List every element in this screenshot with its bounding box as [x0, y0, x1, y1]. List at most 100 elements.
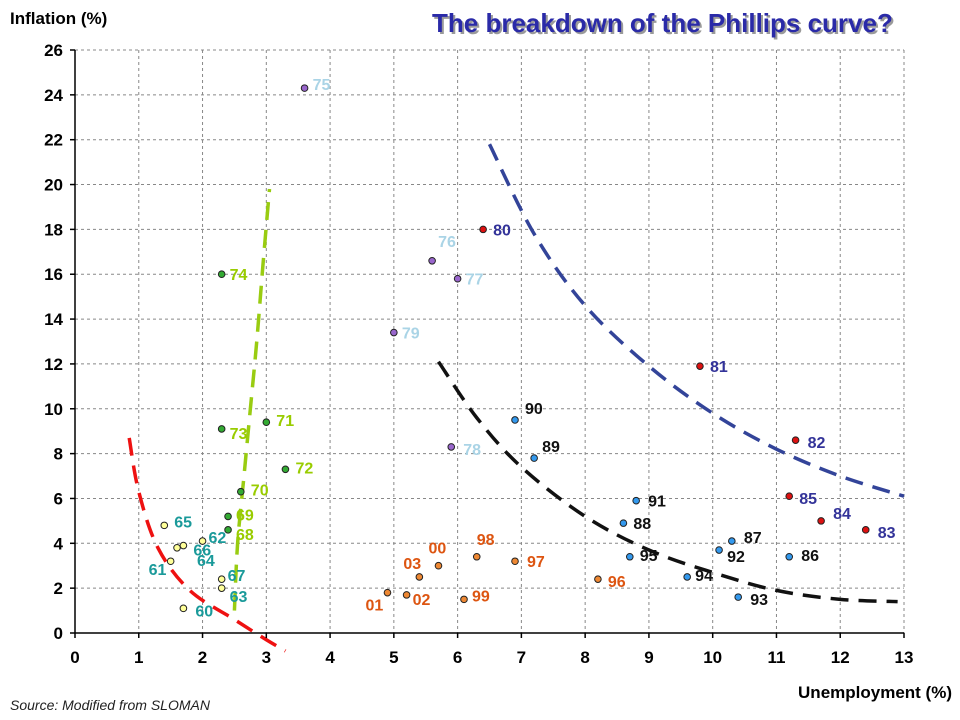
point-label-69: 69 — [236, 507, 254, 524]
y-tick-label: 4 — [54, 534, 64, 553]
data-point-69 — [224, 512, 232, 521]
x-tick-label: 8 — [580, 648, 589, 667]
x-tick-label: 11 — [767, 648, 785, 667]
y-tick-label: 14 — [44, 310, 63, 329]
data-point-81 — [696, 362, 704, 370]
data-point-98 — [472, 552, 481, 561]
point-label-62: 62 — [209, 530, 227, 547]
data-point-86 — [785, 552, 794, 561]
data-point-84 — [817, 517, 825, 525]
data-point-62 — [198, 537, 207, 545]
point-label-03: 03 — [403, 556, 421, 573]
point-label-00: 00 — [428, 541, 446, 558]
y-tick-label: 20 — [44, 176, 63, 195]
x-tick-label: 12 — [831, 648, 850, 667]
point-label-63: 63 — [230, 589, 248, 606]
data-point-74 — [217, 270, 226, 279]
data-point-72 — [281, 465, 290, 474]
phillips-curve-line — [437, 360, 898, 604]
point-label-75: 75 — [313, 77, 331, 94]
x-tick-label: 13 — [895, 648, 914, 667]
data-point-78 — [447, 443, 456, 451]
data-point-92 — [715, 546, 723, 554]
y-tick-label: 24 — [44, 86, 63, 105]
data-point-97 — [511, 557, 519, 566]
point-label-79: 79 — [402, 326, 420, 343]
point-label-98: 98 — [477, 532, 495, 549]
axes — [70, 49, 905, 638]
point-label-71: 71 — [276, 413, 294, 430]
phillips-curve-line — [232, 188, 272, 611]
data-point-63 — [217, 584, 226, 592]
x-tick-label: 5 — [389, 648, 398, 667]
data-point-00 — [434, 561, 443, 570]
data-point-79 — [390, 328, 398, 337]
data-point-71 — [262, 418, 271, 427]
data-point-01 — [383, 588, 392, 597]
data-point-02 — [402, 591, 411, 599]
y-tick-label: 16 — [44, 265, 63, 284]
data-point-60 — [179, 604, 188, 613]
y-tick-label: 0 — [54, 624, 63, 643]
gridlines — [75, 49, 905, 633]
x-tick-label: 4 — [325, 648, 335, 667]
x-tick-label: 9 — [644, 648, 653, 667]
point-label-94: 94 — [695, 568, 713, 585]
point-label-67: 67 — [228, 568, 246, 585]
x-axis-label: Unemployment (%) — [798, 683, 952, 702]
point-label-99: 99 — [472, 588, 490, 605]
point-label-86: 86 — [801, 548, 819, 565]
data-point-85 — [785, 492, 794, 501]
data-point-94 — [683, 573, 691, 581]
point-label-78: 78 — [463, 442, 481, 459]
data-point-64 — [173, 543, 181, 552]
point-label-85: 85 — [799, 491, 817, 508]
data-point-89 — [530, 454, 538, 462]
point-label-70: 70 — [251, 483, 269, 500]
point-label-73: 73 — [230, 426, 248, 443]
chart-title: The breakdown of the Phillips curve? — [432, 8, 893, 38]
point-label-90: 90 — [525, 401, 543, 418]
point-label-87: 87 — [744, 530, 762, 547]
x-tick-labels: 0 1 2 3 4 5 6 7 8 9 10 11 12 13 — [70, 648, 913, 667]
data-point-99 — [460, 595, 468, 604]
point-label-89: 89 — [542, 439, 560, 456]
data-point-95 — [625, 552, 634, 561]
data-point-90 — [511, 416, 519, 424]
phillips-curve-line — [487, 143, 905, 498]
point-label-81: 81 — [710, 359, 728, 376]
data-points — [160, 84, 870, 613]
point-label-60: 60 — [195, 603, 213, 620]
data-point-67 — [217, 575, 226, 583]
data-point-03 — [415, 573, 424, 581]
x-tick-label: 3 — [262, 648, 271, 667]
point-label-66: 66 — [193, 543, 211, 560]
point-label-80: 80 — [493, 222, 511, 239]
data-point-68 — [224, 526, 232, 534]
x-tick-label: 0 — [70, 648, 79, 667]
data-point-91 — [632, 496, 640, 505]
y-axis-label: Inflation (%) — [10, 9, 107, 28]
chart-title-shadow: The breakdown of the Phillips curve? — [434, 10, 895, 40]
data-point-65 — [160, 521, 169, 530]
data-point-80 — [479, 225, 487, 234]
point-label-92: 92 — [727, 549, 745, 566]
point-label-95: 95 — [640, 548, 658, 565]
source-note: Source: Modified from SLOMAN — [10, 697, 211, 713]
data-point-70 — [237, 487, 245, 496]
data-point-93 — [734, 593, 743, 601]
point-label-65: 65 — [174, 514, 192, 531]
point-label-74: 74 — [230, 267, 248, 284]
point-label-64: 64 — [197, 553, 215, 570]
data-point-77 — [453, 274, 462, 283]
x-tick-label: 2 — [198, 648, 207, 667]
y-tick-label: 26 — [44, 41, 63, 60]
point-label-76: 76 — [438, 234, 456, 251]
phillips-curve-line — [127, 437, 287, 653]
point-label-93: 93 — [750, 592, 768, 609]
y-tick-label: 2 — [54, 579, 63, 598]
data-point-66 — [179, 541, 188, 550]
point-label-84: 84 — [833, 506, 851, 523]
data-point-73 — [217, 425, 226, 433]
